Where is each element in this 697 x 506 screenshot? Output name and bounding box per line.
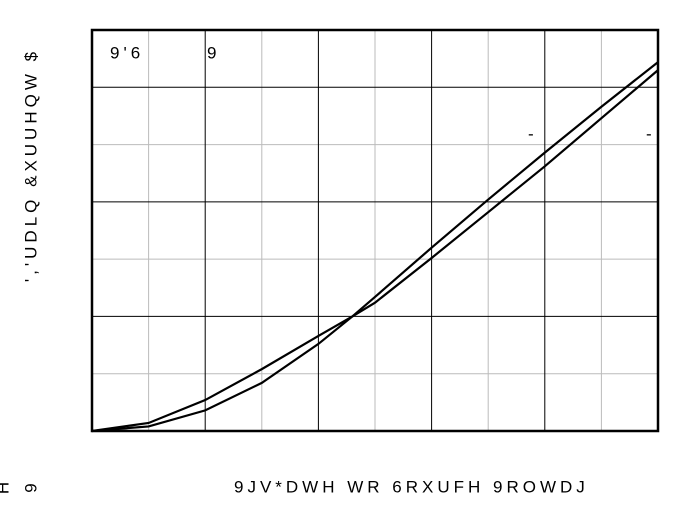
annotation: 9'6: [110, 43, 144, 62]
corner-text: H: [0, 482, 12, 494]
plot-frame: [90, 28, 660, 433]
x-axis-label: 9JV*DWH WR 6RXUFH 9ROWDJ: [234, 477, 589, 496]
annotation: -: [646, 124, 652, 143]
data-line: [91, 69, 659, 433]
y-axis-label: ','UDLQ &XUUHQW $: [21, 48, 40, 282]
data-line: [91, 61, 659, 433]
annotation: -: [528, 124, 534, 143]
chart-root: 9'6 9 - - ','UDLQ &XUUHQW $ 9JV*DWH WR 6RXUFH…: [0, 28, 660, 496]
corner-text: 9: [21, 483, 40, 492]
annotation: 9: [207, 43, 216, 62]
